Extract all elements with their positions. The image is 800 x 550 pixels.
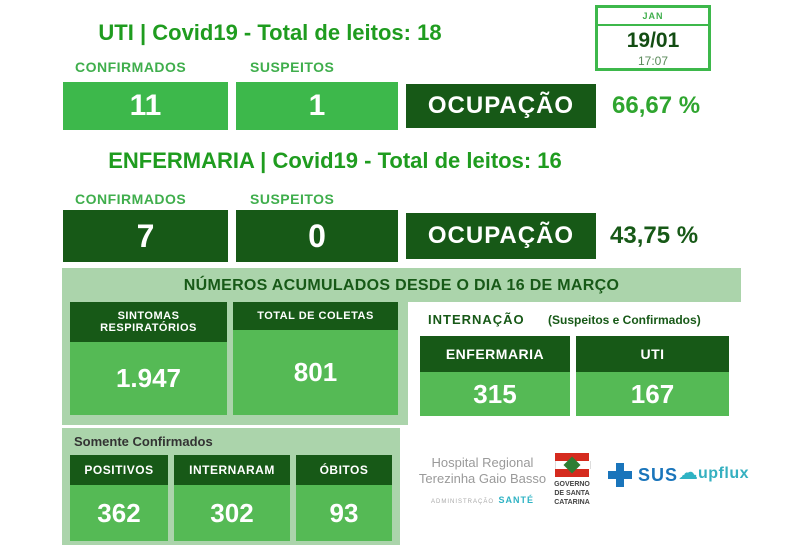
enfermaria-confirmados-label: CONFIRMADOS — [75, 191, 187, 207]
enfermaria-confirmados-value: 7 — [63, 210, 228, 262]
enfermaria-ocupacao-label: OCUPAÇÃO — [406, 213, 596, 259]
accumulated-panel: NÚMEROS ACUMULADOS DESDE O DIA 16 DE MAR… — [62, 268, 741, 425]
card-obitos-value: 93 — [296, 485, 392, 541]
enfermaria-section-title: ENFERMARIA | Covid19 - Total de leitos: … — [108, 148, 562, 173]
card-positivos-label: POSITIVOS — [70, 455, 168, 485]
internacao-box: INTERNAÇÃO (Suspeitos e Confirmados) ENF… — [408, 302, 741, 425]
internacao-uti-value: 167 — [576, 372, 729, 416]
sus-cross-icon — [608, 463, 632, 487]
card-coletas-value: 801 — [233, 330, 398, 415]
internacao-title: INTERNAÇÃO — [428, 312, 525, 327]
card-positivos: POSITIVOS 362 — [70, 455, 168, 541]
uti-section-title: UTI | Covid19 - Total de leitos: 18 — [98, 20, 442, 45]
hospital-name-line2: Terezinha Gaio Basso — [418, 470, 547, 486]
enfermaria-suspeitos-value: 0 — [236, 210, 398, 262]
internacao-enfermaria-label: ENFERMARIA — [420, 336, 570, 372]
card-obitos: ÓBITOS 93 — [296, 455, 392, 541]
card-positivos-value: 362 — [70, 485, 168, 541]
uti-suspeitos-label: SUSPEITOS — [250, 59, 335, 75]
footer-logos: Hospital Regional Terezinha Gaio Basso A… — [410, 445, 750, 545]
admin-prefix: ADMINISTRAÇÃO — [431, 499, 495, 505]
governo-text: GOVERNO DE SANTA CATARINA — [548, 481, 596, 507]
hospital-name-line1: Hospital Regional — [431, 455, 534, 470]
calendar-date: 19/01 — [626, 29, 680, 52]
governo-line1: GOVERNO — [554, 481, 590, 488]
uti-ocupacao-pct: 66,67 % — [612, 92, 701, 119]
card-internaram: INTERNARAM 302 — [174, 455, 290, 541]
card-obitos-label: ÓBITOS — [296, 455, 392, 485]
uti-suspeitos-value: 1 — [236, 82, 398, 130]
internacao-subtitle: (Suspeitos e Confirmados) — [548, 313, 701, 327]
sus-label: SUS — [638, 465, 679, 485]
upflux-label: upflux — [698, 465, 749, 482]
card-sintomas-label: SINTOMAS RESPIRATÓRIOS — [70, 302, 227, 342]
card-total-coletas: TOTAL DE COLETAS 801 — [233, 302, 398, 415]
internacao-enfermaria-value: 315 — [420, 372, 570, 416]
hospital-name: Hospital Regional Terezinha Gaio Basso — [415, 455, 550, 486]
calendar-month: JAN — [598, 8, 708, 26]
calendar-widget: JAN 19/01 17:07 — [595, 5, 711, 71]
enfermaria-suspeitos-label: SUSPEITOS — [250, 191, 335, 207]
internacao-uti-label: UTI — [576, 336, 729, 372]
confirmed-only-panel: Somente Confirmados POSITIVOS 362 INTERN… — [62, 428, 400, 545]
card-coletas-label: TOTAL DE COLETAS — [233, 302, 398, 330]
calendar-time: 17:07 — [637, 54, 669, 68]
governo-line2: DE SANTA — [554, 489, 590, 497]
uti-confirmados-value: 11 — [63, 82, 228, 130]
card-internaram-value: 302 — [174, 485, 290, 541]
admin-name: SANTÉ — [498, 495, 534, 505]
santa-catarina-flag-icon — [555, 453, 591, 477]
card-sintomas-respiratorios: SINTOMAS RESPIRATÓRIOS 1.947 — [70, 302, 227, 415]
card-internaram-label: INTERNARAM — [174, 455, 290, 485]
card-sintomas-value: 1.947 — [70, 342, 227, 415]
uti-confirmados-label: CONFIRMADOS — [75, 59, 187, 75]
hospital-admin: ADMINISTRAÇÃO SANTÉ — [415, 490, 550, 508]
enfermaria-ocupacao-pct: 43,75 % — [610, 222, 699, 249]
uti-ocupacao-label: OCUPAÇÃO — [406, 84, 596, 128]
governo-line3: CATARINA — [554, 498, 590, 506]
upflux-cloud-icon: ☁ — [678, 462, 698, 484]
accumulated-title: NÚMEROS ACUMULADOS DESDE O DIA 16 DE MAR… — [183, 277, 620, 294]
confirmed-only-title: Somente Confirmados — [74, 434, 213, 449]
